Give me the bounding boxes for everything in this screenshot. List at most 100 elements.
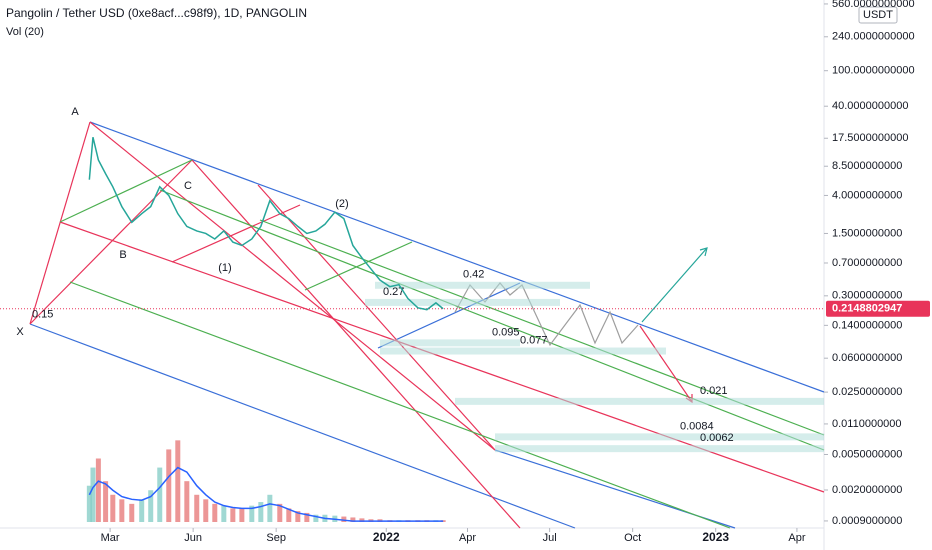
currency-label: USDT <box>863 9 893 21</box>
volume-bar <box>221 505 227 522</box>
volume-bar <box>203 499 209 522</box>
annotation: B <box>119 249 126 261</box>
volume-bar <box>166 449 172 522</box>
level-label: 0.42 <box>463 269 484 281</box>
level-label: 0.0084 <box>680 420 714 432</box>
x-tick-label: 2022 <box>373 530 400 544</box>
y-tick-label: 100.0000000000 <box>832 65 915 77</box>
annotation: C <box>184 180 192 192</box>
x-tick-label: Jul <box>543 532 557 544</box>
volume-bar <box>239 508 245 522</box>
currency-box <box>858 6 898 24</box>
down-arrow <box>639 325 693 403</box>
volume-bar <box>341 516 347 522</box>
fork-line <box>59 159 193 223</box>
level-label: 0.0062 <box>700 432 734 444</box>
volume-bar <box>359 518 365 522</box>
last-price-box <box>826 300 930 317</box>
volume-bar <box>157 467 163 522</box>
level-label: 0.15 <box>32 309 53 321</box>
level-label: 0.27 <box>383 286 404 298</box>
volume-bar <box>119 499 125 522</box>
pitchfork-line <box>29 159 193 325</box>
volume-bar <box>277 503 283 522</box>
volume-bar <box>95 458 101 522</box>
pitchfork-line <box>29 121 91 325</box>
pitchfork-line <box>171 204 301 263</box>
x-tick-label: Oct <box>624 532 641 544</box>
volume-bar <box>184 481 190 522</box>
arrow-head <box>699 247 708 257</box>
level-label: 0.095 <box>492 326 520 338</box>
fork-line <box>304 241 413 291</box>
volume-bar <box>212 503 218 522</box>
y-tick-label: 0.7000000000 <box>832 257 902 269</box>
price-line <box>88 136 444 311</box>
volume-bar <box>129 503 135 522</box>
y-tick-label: 0.0009000000 <box>832 515 902 527</box>
level-zone <box>455 397 824 405</box>
fork-line <box>69 281 731 529</box>
volume-bar <box>148 490 154 522</box>
channel-line <box>377 282 521 349</box>
volume-bar <box>258 502 264 522</box>
annotation: (1) <box>218 262 231 274</box>
x-tick-label: 2023 <box>702 530 729 544</box>
y-tick-label: 0.0250000000 <box>832 386 902 398</box>
x-tick-label: Jun <box>184 532 202 544</box>
y-tick-label: 0.0050000000 <box>832 448 902 460</box>
volume-bar <box>86 485 92 522</box>
volume-bar <box>295 511 301 522</box>
y-tick-label: 0.1400000000 <box>832 319 902 331</box>
x-tick-label: Sep <box>266 532 286 544</box>
indicator-label: Vol (20) <box>6 26 44 38</box>
level-zone <box>495 433 824 441</box>
pitchfork-line <box>191 159 521 529</box>
volume-bar <box>286 508 292 522</box>
last-price-label: 0.2148802947 <box>832 303 902 315</box>
volume-bar <box>350 517 356 522</box>
level-zone <box>380 347 666 355</box>
x-tick-label: Apr <box>459 532 476 544</box>
volume-bar <box>90 467 96 522</box>
volume-bar <box>194 494 200 522</box>
y-tick-label: 0.3000000000 <box>832 290 902 302</box>
x-tick-label: Mar <box>101 532 120 544</box>
volume-bar <box>175 440 181 522</box>
y-tick-label: 0.0600000000 <box>832 352 902 364</box>
up-arrow <box>641 247 708 323</box>
y-tick-label: 0.0110000000 <box>832 418 902 430</box>
volume-bar <box>139 499 145 522</box>
drawings <box>29 121 825 529</box>
volume-bar <box>313 514 319 522</box>
volume-ma <box>88 466 444 522</box>
y-tick-label: 560.0000000000 <box>832 0 915 10</box>
pitchfork-line <box>257 184 496 451</box>
level-zone <box>380 339 520 347</box>
y-tick-label: 240.0000000000 <box>832 31 915 43</box>
level-zone <box>375 281 590 289</box>
channel-line <box>89 121 825 393</box>
fork-line <box>159 189 825 451</box>
y-tick-label: 8.5000000000 <box>832 160 902 172</box>
y-tick-label: 1.5000000000 <box>832 227 902 239</box>
chart-title: Pangolin / Tether USD (0xe8acf...c98f9),… <box>6 6 307 20</box>
y-tick-label: 40.0000000000 <box>832 100 908 112</box>
x-tick-label: Apr <box>788 532 805 544</box>
channel-line <box>29 323 576 529</box>
level-zone <box>365 298 560 306</box>
level-label: 0.077 <box>520 334 548 346</box>
y-tick-label: 17.5000000000 <box>832 132 908 144</box>
volume-bar <box>249 505 255 522</box>
y-tick-label: 0.0020000000 <box>832 484 902 496</box>
volume-bar <box>230 508 236 522</box>
level-zone <box>495 445 824 453</box>
volume-bar <box>110 494 116 522</box>
annotation: A <box>71 106 79 118</box>
level-label: 0.021 <box>700 385 728 397</box>
volume-bar <box>304 512 310 522</box>
annotation: (2) <box>335 198 348 210</box>
volume-bar <box>103 481 109 522</box>
